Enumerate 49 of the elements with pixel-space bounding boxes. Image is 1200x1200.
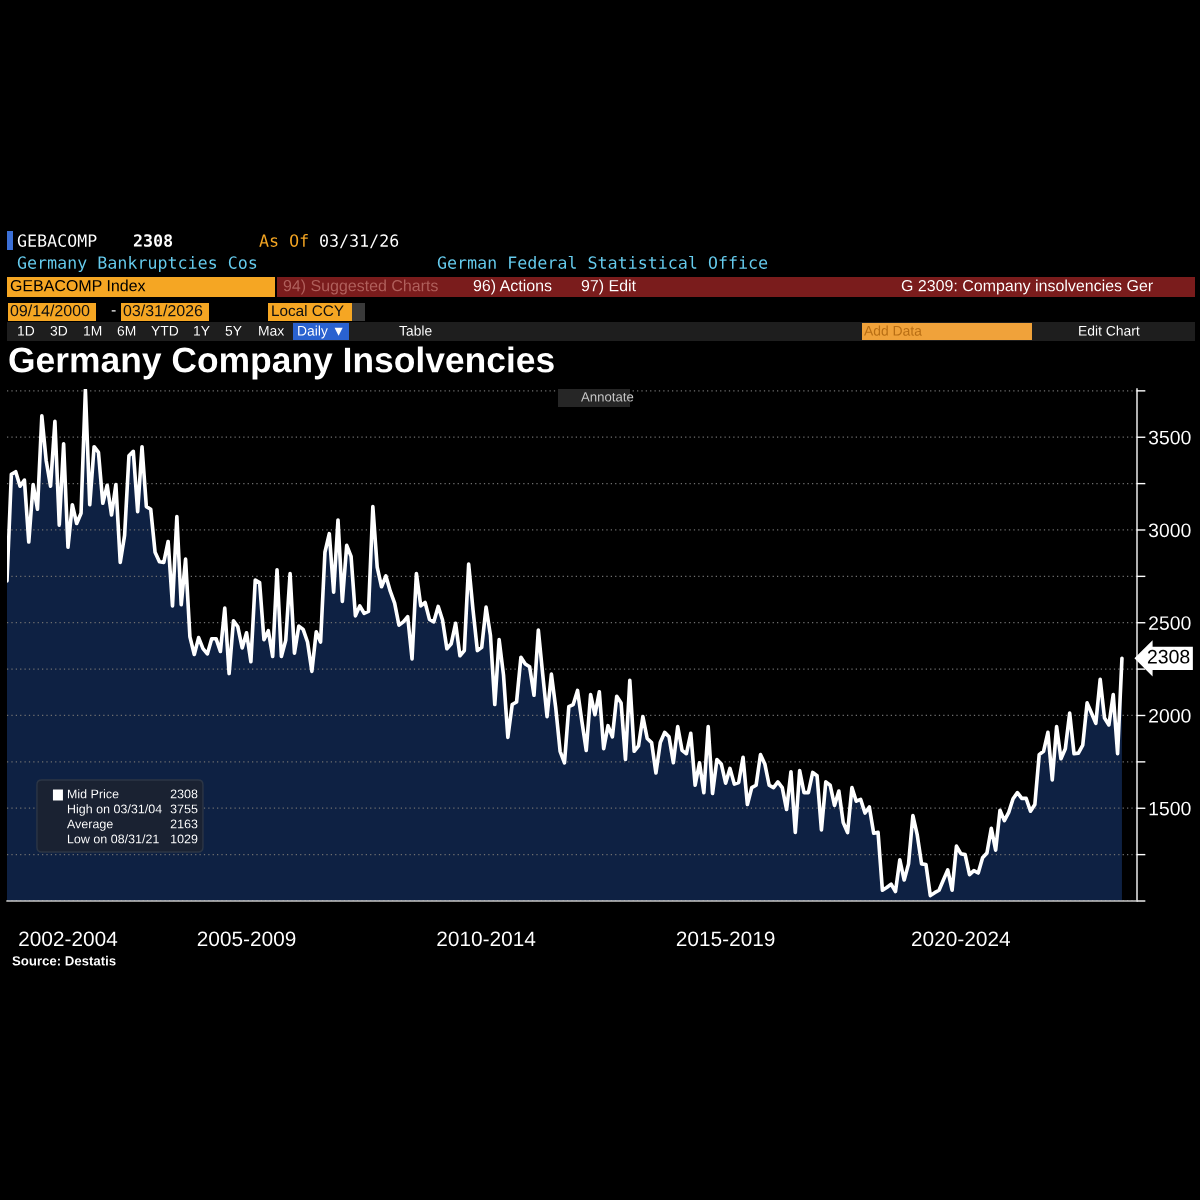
y-tick-label: 1500 [1149,801,1191,816]
text: 03/31/2026 [123,304,203,317]
annotation: Average [66,819,113,831]
y-tick-label: 2500 [1149,616,1191,630]
text: GEBACOMP Index [10,279,146,292]
text: GEBACOMP [17,234,97,247]
x-tick-label: 2010-2014 [437,931,536,947]
annotation: 3755 [170,804,198,814]
text: 1M [84,326,102,336]
text: As Of [259,233,308,247]
text: Add Data [864,325,922,336]
text: - [111,310,116,312]
text: 2308 [133,234,173,247]
annotation: High on 03/31/04 [67,804,162,816]
text: 6M [117,325,136,336]
annotation: 2308 [170,789,198,799]
y-tick-label: 3000 [1148,523,1191,538]
text: 97) Edit [581,279,636,295]
text: Local CCY [272,304,344,317]
text: 96) Actions [473,279,552,295]
text: 03/31/26 [320,234,399,249]
legend-label: Mid Price [67,789,119,799]
text: 5Y [225,326,242,336]
source-note: Source: Destatis [12,955,116,966]
text: 94) Suggested Charts [283,279,438,295]
y-tick-label: 3500 [1148,430,1191,445]
text: 3D [50,325,68,336]
y-tick-label: 2000 [1149,708,1191,723]
text: Germany Bankruptcies Cos [17,255,257,273]
x-tick-label: 2002-2004 [19,931,118,947]
text: YTD [151,326,179,336]
text: G 2309: Company insolvencies Ger [901,279,1153,295]
text: Daily ▼ [298,325,343,339]
x-tick-label: 2005-2009 [197,931,296,947]
text: 09/14/2000 [10,304,90,317]
x-tick-label: 2020-2024 [912,931,1011,947]
text: Table [399,325,432,336]
data-label: 2308 [1147,649,1190,664]
x-tick-label: 2015-2019 [676,931,775,947]
text: 1D [18,326,35,336]
text: Edit Chart [1079,325,1140,336]
text: Max [259,326,285,336]
text: German Federal Statistical Office [437,255,768,269]
annotation: 2163 [170,819,198,829]
chart-title: Germany Company Insolvencies [9,346,554,380]
annotation: Low on 08/31/21 [67,834,159,844]
annotation: 1029 [171,834,198,844]
text: 1Y [194,326,210,336]
annotation: Annotate [581,392,634,402]
